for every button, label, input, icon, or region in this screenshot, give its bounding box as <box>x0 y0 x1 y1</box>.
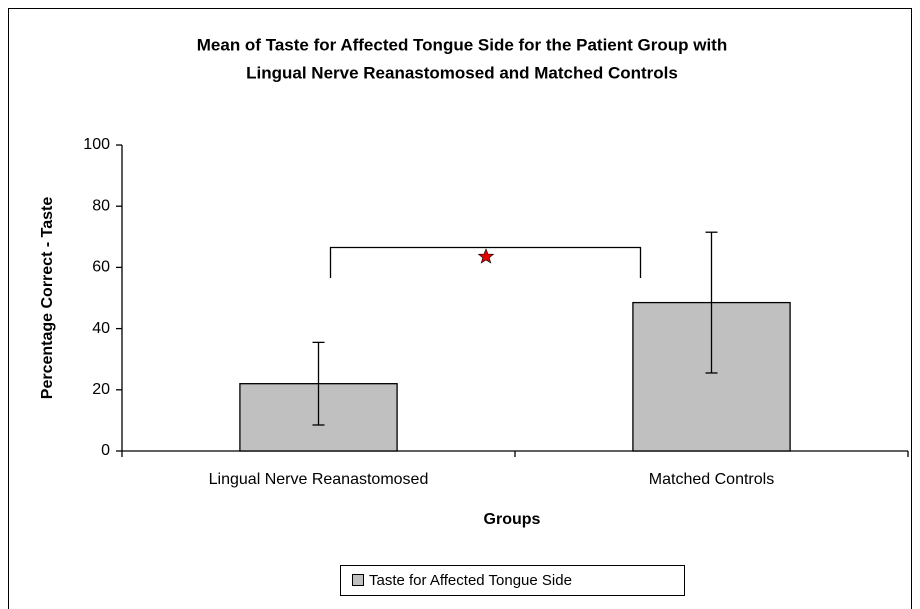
x-tick-label: Lingual Nerve Reanastomosed <box>209 471 429 488</box>
y-tick-label: 0 <box>101 442 110 459</box>
chart-title: Mean of Taste for Affected Tongue Side f… <box>197 35 727 54</box>
y-tick-label: 40 <box>92 320 110 337</box>
x-axis-label: Groups <box>484 511 541 528</box>
y-tick-label: 60 <box>92 259 110 276</box>
significance-bracket <box>329 246 642 278</box>
x-tick-label: Matched Controls <box>649 471 774 488</box>
legend-label: Taste for Affected Tongue Side <box>369 572 572 589</box>
y-tick-label: 100 <box>83 136 110 153</box>
y-tick-label: 80 <box>92 197 110 214</box>
y-tick-label: 20 <box>92 381 110 398</box>
significance-star <box>477 248 495 264</box>
legend-box <box>340 565 685 596</box>
chart-title: Lingual Nerve Reanastomosed and Matched … <box>246 63 678 82</box>
legend-swatch <box>352 574 364 586</box>
y-axis-label: Percentage Correct - Taste <box>39 197 56 400</box>
